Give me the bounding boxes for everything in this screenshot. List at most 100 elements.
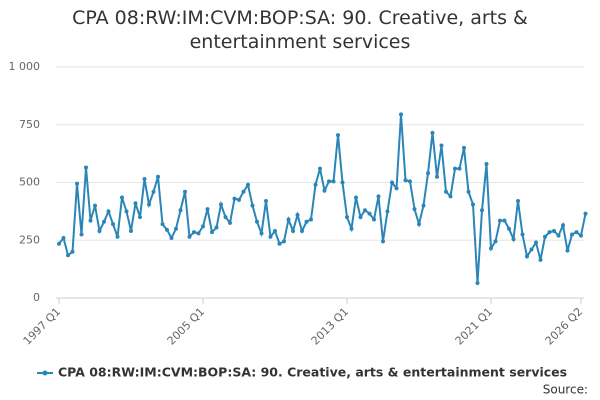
point — [498, 218, 502, 223]
point — [102, 219, 106, 224]
point — [354, 195, 358, 200]
point — [511, 237, 516, 242]
legend-label: CPA 08:RW:IM:CVM:BOP:SA: 90. Creative, a… — [58, 365, 567, 380]
point — [471, 202, 475, 207]
point — [282, 239, 286, 244]
x-tick-label: 2005 Q1 — [165, 305, 208, 348]
point — [291, 229, 295, 234]
point — [178, 208, 183, 213]
point — [421, 203, 426, 208]
point — [237, 197, 241, 202]
y-tick-label: 1 000 — [9, 60, 41, 73]
x-tick-label: 2021 Q1 — [453, 305, 496, 348]
point — [385, 209, 390, 214]
point — [196, 231, 201, 236]
point — [507, 226, 511, 231]
point — [309, 217, 313, 222]
source: Source: — [543, 383, 588, 397]
point — [390, 180, 394, 185]
point — [138, 215, 142, 220]
y-tick-label: 750 — [19, 118, 40, 131]
point — [70, 249, 75, 254]
point — [165, 227, 169, 232]
point — [543, 234, 547, 239]
point — [147, 202, 151, 207]
point — [394, 186, 399, 191]
point — [304, 219, 309, 224]
point — [277, 241, 282, 246]
legend-marker — [42, 370, 48, 376]
point — [444, 189, 448, 194]
point — [556, 233, 561, 238]
point — [268, 234, 273, 239]
point — [97, 229, 102, 234]
point — [129, 229, 133, 234]
point — [462, 145, 466, 150]
point — [412, 207, 417, 212]
point — [493, 239, 498, 244]
point — [525, 254, 529, 259]
point — [219, 202, 223, 207]
y-tick-label: 0 — [33, 291, 40, 304]
point — [228, 220, 232, 225]
point — [160, 222, 165, 227]
point — [232, 196, 237, 201]
point — [561, 223, 565, 228]
point — [426, 171, 430, 176]
point — [534, 240, 538, 245]
point — [223, 215, 228, 220]
point — [466, 189, 471, 194]
point — [574, 230, 579, 235]
point — [480, 208, 484, 213]
point — [381, 239, 385, 244]
point — [430, 130, 435, 135]
point — [106, 209, 111, 214]
point — [201, 224, 205, 229]
point — [133, 201, 138, 206]
point — [318, 166, 322, 171]
point — [61, 235, 66, 240]
point — [111, 222, 115, 227]
point — [331, 179, 336, 184]
point — [156, 174, 160, 179]
point — [403, 178, 408, 183]
point — [205, 207, 210, 212]
point — [417, 222, 421, 227]
point — [183, 189, 187, 194]
point — [255, 219, 259, 224]
point — [579, 233, 583, 238]
point — [57, 241, 61, 246]
point — [84, 165, 88, 170]
point — [435, 174, 439, 179]
point — [399, 112, 403, 117]
point — [273, 229, 277, 234]
point — [214, 225, 219, 230]
point — [79, 232, 84, 237]
y-tick-label: 250 — [19, 233, 40, 246]
point — [552, 229, 556, 234]
point — [349, 226, 354, 231]
point — [327, 179, 331, 184]
point — [93, 203, 97, 208]
point — [367, 211, 372, 216]
point — [322, 188, 327, 193]
point — [66, 253, 70, 258]
point — [174, 226, 178, 231]
series-line — [58, 114, 587, 284]
point — [286, 217, 291, 222]
point — [246, 182, 250, 187]
point — [187, 234, 192, 239]
point — [358, 215, 363, 220]
point — [142, 177, 147, 182]
point — [75, 181, 79, 186]
point — [484, 162, 489, 167]
point — [583, 211, 588, 216]
point — [151, 189, 156, 194]
point — [570, 232, 574, 237]
point — [250, 203, 255, 208]
point — [120, 195, 124, 200]
point — [565, 248, 570, 253]
point — [264, 198, 268, 203]
